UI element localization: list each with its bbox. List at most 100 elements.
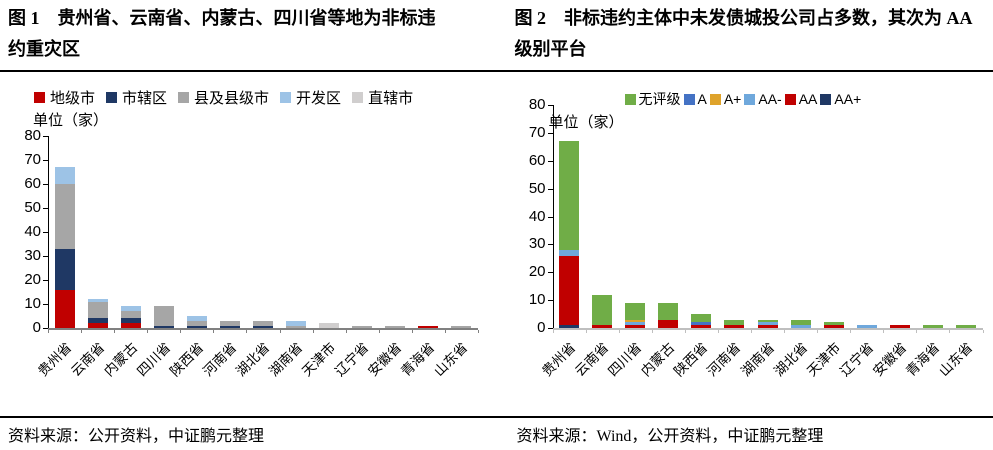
figure-2-legend: 无评级 A A+ AA- AA AA+ xyxy=(624,89,861,109)
x-tick xyxy=(916,330,918,333)
y-tick-label: 20 xyxy=(528,263,546,281)
y-tick xyxy=(547,160,553,162)
y-tick xyxy=(43,304,48,305)
x-tick xyxy=(246,330,248,333)
legend-label: 市辖区 xyxy=(122,90,168,107)
bar-segment xyxy=(87,318,108,324)
x-tick xyxy=(213,330,215,333)
y-tick xyxy=(43,160,48,161)
legend-swatch-icon xyxy=(744,93,756,105)
x-tick xyxy=(949,330,951,333)
bar-segment xyxy=(592,294,613,326)
bar-segment xyxy=(658,302,679,320)
y-tick xyxy=(547,300,553,302)
bar-segment xyxy=(54,248,75,290)
bar-segment xyxy=(856,325,877,328)
legend-item: 县及县级市 xyxy=(178,87,269,108)
figure-sources-row: 资料来源：公开资料，中证鹏元整理 资料来源：Wind，公开资料，中证鹏元整理 xyxy=(0,416,993,450)
x-tick xyxy=(883,330,885,333)
bar-segment xyxy=(54,184,75,249)
bar-segment xyxy=(319,323,340,328)
legend-item: AA+ xyxy=(820,91,861,107)
x-tick xyxy=(345,330,347,333)
figure-2-source: 资料来源：Wind，公开资料，中证鹏元整理 xyxy=(516,428,824,445)
legend-label: A xyxy=(697,91,707,107)
x-tick xyxy=(312,330,314,333)
x-tick xyxy=(147,330,149,333)
x-tick xyxy=(180,330,182,333)
y-tick xyxy=(547,188,553,190)
x-tick xyxy=(478,330,479,333)
legend-item: AA- xyxy=(744,91,782,107)
x-tick xyxy=(48,330,49,333)
y-tick-label: 80 xyxy=(24,127,41,144)
bar-segment xyxy=(186,320,207,326)
bar-segment xyxy=(352,325,373,328)
legend-label: 地级市 xyxy=(50,90,96,107)
x-axis xyxy=(552,328,983,330)
bar-segment xyxy=(253,320,273,326)
y-axis xyxy=(552,105,554,330)
y-tick-label: 80 xyxy=(528,96,546,113)
figure-2-plot: 0 10 20 30 40 50 60 70 80 贵州省 云南省 四川省 内蒙古 陕西省 河南省 湖南省 湖北… xyxy=(497,72,993,416)
figure-titles-row: 图 1 贵州省、云南省、内蒙古、四川省等地为非标违约重灾区 图 2 非标违约主体… xyxy=(0,0,993,72)
bar-segment xyxy=(592,325,613,328)
y-tick xyxy=(547,216,553,218)
legend-label: 县及县级市 xyxy=(194,90,270,107)
bar-segment xyxy=(54,167,75,184)
legend-label: AA xyxy=(798,91,818,107)
y-tick-label: 10 xyxy=(24,295,41,312)
bar-segment xyxy=(219,320,240,326)
bar-segment xyxy=(559,255,580,326)
y-tick xyxy=(43,280,48,281)
x-tick xyxy=(444,330,446,333)
legend-item: A xyxy=(683,91,707,107)
figure-1-legend: 地级市 市辖区 县及县级市 开发区 直辖市 xyxy=(34,87,413,108)
x-tick xyxy=(717,330,719,333)
bar-segment xyxy=(286,325,307,328)
bar-segment xyxy=(120,323,141,328)
legend-label: 直辖市 xyxy=(368,90,414,107)
x-tick xyxy=(279,330,281,333)
bar-segment xyxy=(120,306,141,312)
figure-1-source: 资料来源：公开资料，中证鹏元整理 xyxy=(8,428,265,445)
bar-segment xyxy=(186,325,207,328)
x-tick xyxy=(618,330,620,333)
legend-item: 开发区 xyxy=(280,87,341,108)
bar-segment xyxy=(87,323,108,328)
legend-swatch-icon xyxy=(709,93,721,105)
bar-segment xyxy=(691,325,712,328)
bar-segment xyxy=(691,314,712,323)
x-tick xyxy=(850,330,852,333)
bar-segment xyxy=(418,325,439,328)
bar-segment xyxy=(724,325,745,328)
bar-segment xyxy=(757,319,778,323)
y-tick xyxy=(547,328,553,329)
x-tick xyxy=(81,330,83,333)
y-tick-label: 10 xyxy=(528,291,546,309)
bar-segment xyxy=(385,325,406,328)
y-tick-label: 40 xyxy=(528,207,546,225)
charts-row: 地级市 市辖区 县及县级市 开发区 直辖市 单位（家） 0 10 20 30 40 50 60 70 8… xyxy=(0,72,993,416)
y-tick-label: 0 xyxy=(537,319,546,336)
y-axis xyxy=(48,136,49,330)
legend-swatch-icon xyxy=(106,92,118,103)
bar-segment xyxy=(451,325,472,328)
y-tick xyxy=(547,272,553,274)
bar-segment xyxy=(559,141,580,250)
y-tick-label: 60 xyxy=(528,151,546,169)
x-tick xyxy=(411,330,413,333)
y-tick xyxy=(43,328,48,329)
bar-segment xyxy=(823,325,844,328)
y-tick xyxy=(547,132,553,134)
legend-label: AA+ xyxy=(834,91,862,107)
x-axis xyxy=(48,328,478,330)
y-tick xyxy=(547,244,553,246)
bar-segment xyxy=(559,325,580,328)
figure-1-unit-label: 单位（家） xyxy=(33,112,109,129)
bar-segment xyxy=(153,306,174,326)
bar-segment xyxy=(625,302,646,320)
bar-segment xyxy=(658,319,679,328)
legend-swatch-icon xyxy=(624,93,636,105)
legend-swatch-icon xyxy=(352,92,364,103)
